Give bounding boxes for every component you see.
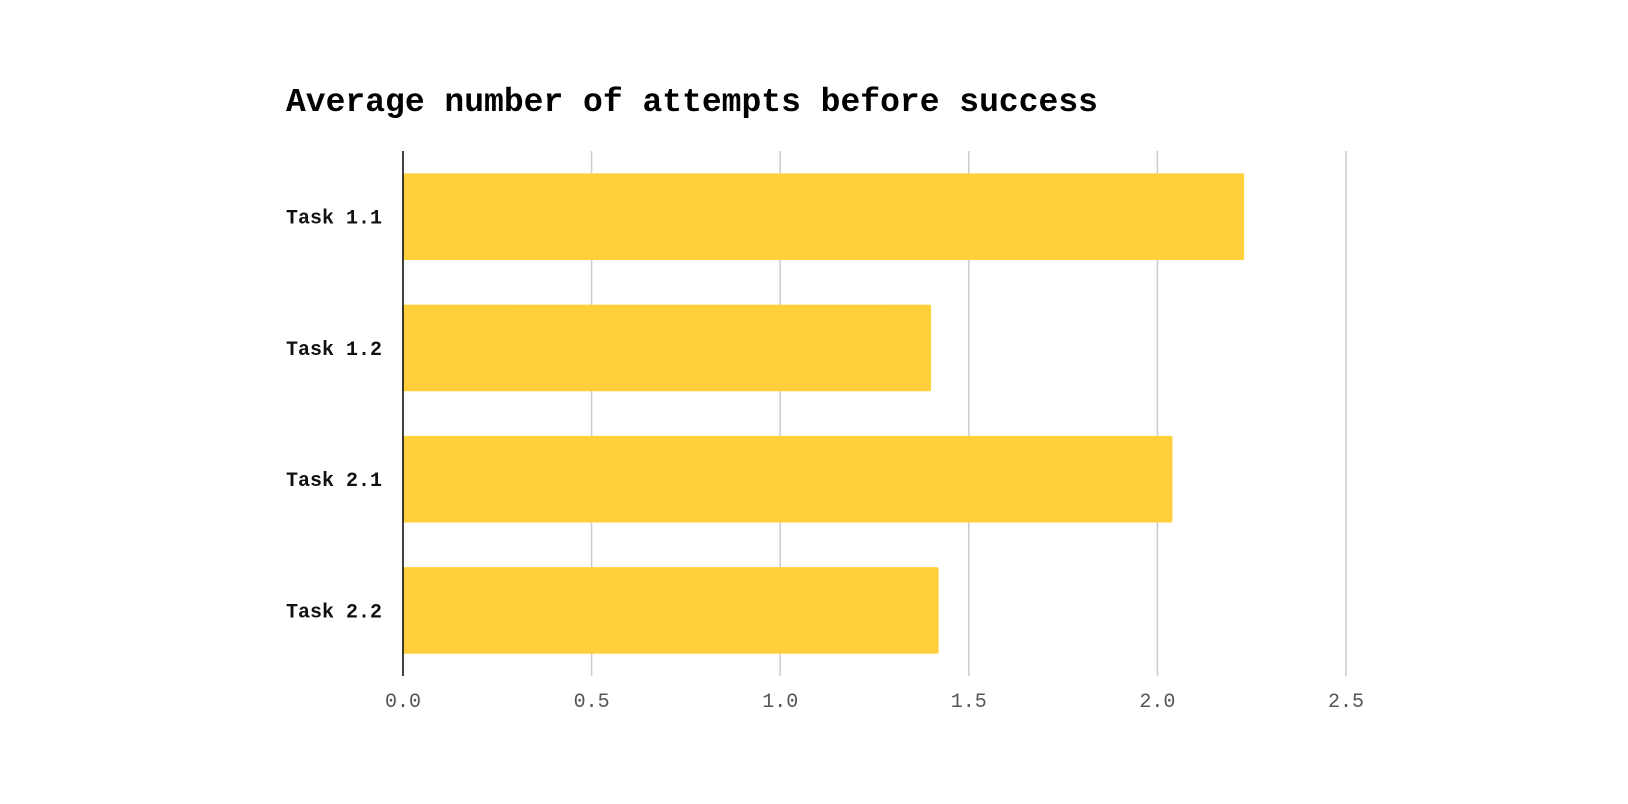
bar: [403, 435, 1173, 523]
category-label: Task 1.2: [286, 339, 382, 362]
x-tick-label: 1.0: [762, 691, 798, 714]
bar: [403, 567, 939, 654]
x-tick-label: 2.5: [1328, 691, 1364, 714]
bar: [403, 304, 932, 392]
category-labels: Task 1.1 Task 1.2 Task 2.1 Task 2.2: [286, 208, 382, 625]
category-label: Task 2.1: [286, 470, 382, 493]
bar: [403, 173, 1245, 260]
x-tick-label: 2.0: [1139, 691, 1175, 714]
chart-title: Average number of attempts before succes…: [286, 84, 1098, 121]
x-tick-labels: 0.0 0.5 1.0 1.5 2.0 2.5: [385, 691, 1364, 714]
x-tick-label: 1.5: [951, 691, 987, 714]
x-tick-label: 0.0: [385, 691, 421, 714]
category-label: Task 2.2: [286, 601, 382, 624]
category-label: Task 1.1: [286, 208, 382, 231]
bars: [403, 173, 1245, 654]
x-tick-label: 0.5: [574, 691, 610, 714]
